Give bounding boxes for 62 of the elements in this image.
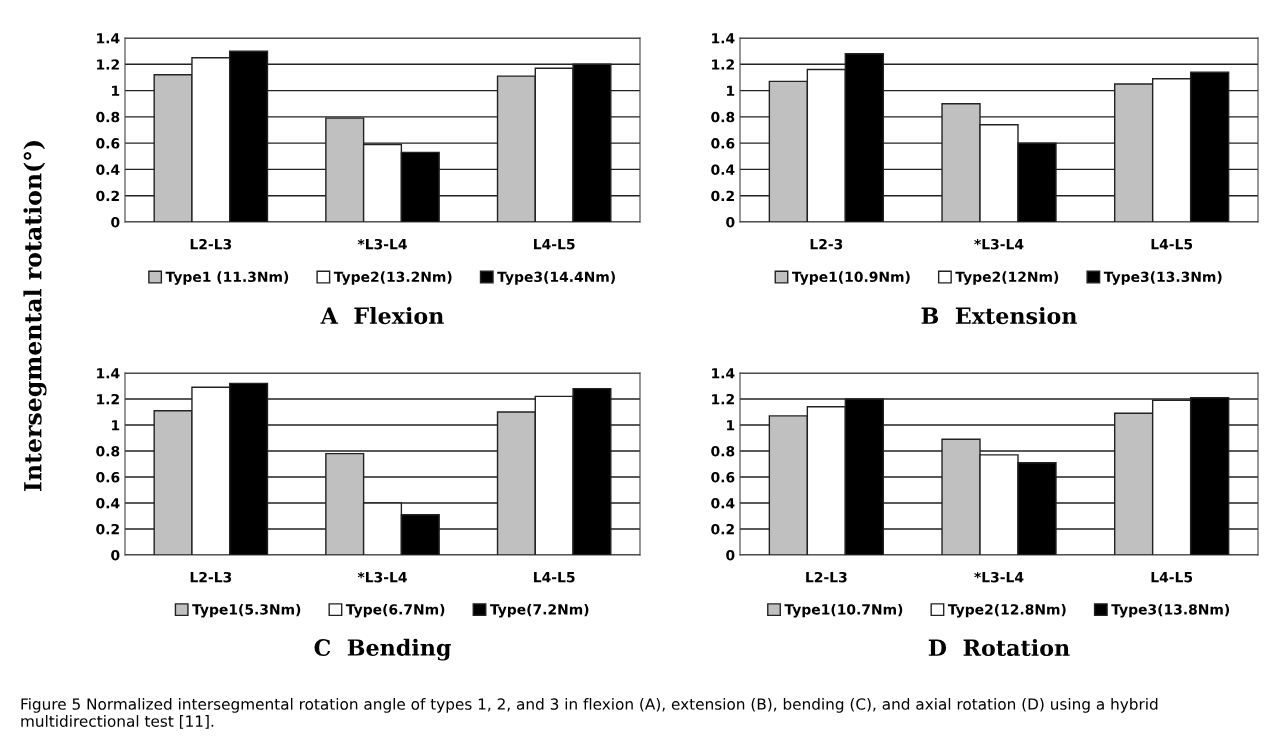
- text: D Rotation: [928, 638, 1070, 657]
- y-tick-label: 0.6: [711, 138, 735, 149]
- y-tick-label: 0.2: [96, 190, 119, 202]
- caption: Figure 5 Normalized intersegmental rotation angle of types 1, 2, and 3 in flexion (A), extension (B), bending (C), and axial rotation (D) using a hybrid multidirectional test [11].: [21, 698, 1158, 729]
- y-tick-label: 0.2: [711, 523, 734, 535]
- y-tick-label: 1.2: [712, 59, 734, 70]
- x-tick-label: *L3-L4: [357, 571, 407, 583]
- legend-label: Type3(13.3Nm): [1103, 271, 1222, 285]
- legend-label: Type3(13.8Nm): [1111, 603, 1230, 618]
- y-tick-label: 1.4: [712, 368, 735, 379]
- x-tick-label: L2-L3: [806, 571, 847, 583]
- legend-label: Type(6.7Nm): [345, 603, 445, 618]
- text: A Flexion: [320, 306, 444, 325]
- x-tick-label: *L3-L4: [974, 238, 1024, 250]
- y-tick-label: 0.8: [711, 111, 735, 123]
- y-tick-label: 1: [727, 85, 735, 96]
- y-tick-label: 1: [112, 420, 120, 431]
- y-tick-label: 1.2: [712, 393, 734, 405]
- legend-label: Type1(10.7Nm): [784, 603, 903, 618]
- legend-label: Type1 (11.3Nm): [165, 271, 289, 285]
- y-tick-label: 0: [111, 549, 120, 561]
- y-tick-label: 0.4: [711, 497, 735, 509]
- legend-label: Type2(13.2Nm): [333, 271, 452, 285]
- y-tick-label: 0.8: [96, 111, 120, 123]
- y-tick-label: 1.4: [97, 368, 120, 379]
- y-tick-label: 0.6: [711, 471, 735, 483]
- legend-label: Type(7.2Nm): [489, 603, 589, 618]
- x-tick-label: L4-L5: [1151, 572, 1193, 583]
- y-tick-label: 0.4: [96, 497, 120, 509]
- y-tick-label: 1: [727, 420, 735, 431]
- y-tick-label: 0: [111, 216, 120, 228]
- y-axis-title: Intersegmental rotation(°): [23, 141, 47, 492]
- y-tick-label: 0: [726, 549, 735, 561]
- y-tick-label: 0.8: [96, 445, 120, 457]
- legend-label: Type2(12Nm): [955, 271, 1059, 285]
- y-tick-label: 0.4: [96, 164, 120, 175]
- x-tick-label: L4-L5: [534, 572, 575, 583]
- x-tick-label: L2-L3: [190, 571, 232, 583]
- y-tick-label: 1.2: [97, 59, 119, 70]
- y-tick-label: 0: [726, 216, 735, 228]
- legend-label: Type2(12.8Nm): [947, 603, 1066, 618]
- legend-label: Type3(14.4Nm): [497, 271, 615, 285]
- legend-label: Type1(5.3Nm): [192, 603, 301, 618]
- y-tick-label: 1.4: [97, 33, 120, 44]
- y-tick-label: 0.8: [711, 445, 735, 457]
- x-tick-label: *L3-L4: [357, 238, 407, 250]
- text: C Bending: [314, 638, 451, 661]
- x-tick-label: *L3-L4: [974, 571, 1024, 583]
- x-tick-label: L2-L3: [190, 238, 232, 250]
- x-tick-label: L4-L5: [534, 239, 575, 250]
- y-tick-label: 0.4: [711, 164, 735, 175]
- y-tick-label: 0.6: [96, 471, 120, 483]
- y-tick-label: 1.4: [712, 33, 735, 44]
- y-tick-label: 1.2: [97, 393, 119, 405]
- y-tick-label: 0.2: [711, 190, 734, 202]
- y-tick-label: 0.2: [96, 523, 119, 535]
- legend-label: Type1(10.9Nm): [791, 271, 910, 285]
- y-tick-label: 0.6: [96, 138, 120, 149]
- y-tick-label: 1: [112, 85, 120, 96]
- text: B Extension: [921, 306, 1077, 325]
- x-tick-label: L4-L5: [1151, 239, 1193, 250]
- x-tick-label: L2-3: [810, 238, 843, 250]
